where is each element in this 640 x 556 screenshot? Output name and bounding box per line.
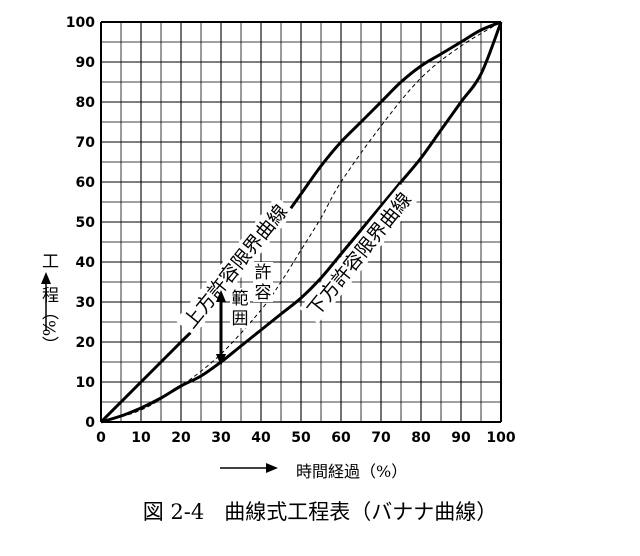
arrowhead [266, 463, 278, 473]
tolerance-range-label-2: 範囲 [230, 288, 250, 329]
chart-tick-labels: 0 10 20 30 40 50 60 70 80 90 100 0 10 20 30 40 50 60 70 80 9… [66, 15, 516, 446]
y-tick-label: 40 [76, 255, 96, 271]
x-tick-label: 100 [486, 430, 515, 446]
tolerance-range-arrowhead-up [216, 290, 226, 302]
x-tick-label: 90 [451, 430, 471, 446]
figure-number: 図 2-4 [142, 500, 205, 524]
y-tick-label: 30 [76, 295, 96, 311]
tolerance-range-label-1: 許容 [253, 262, 273, 303]
y-tick-label: 60 [76, 175, 96, 191]
y-tick-label: 0 [85, 415, 95, 431]
x-tick-label: 10 [131, 430, 151, 446]
range-label-char: 容 [255, 283, 272, 303]
x-tick-label: 0 [96, 430, 106, 446]
range-label-char: 許 [255, 263, 272, 283]
label-background [230, 288, 250, 308]
tolerance-range-arrowhead-down [216, 354, 226, 366]
x-axis-direction-arrow [220, 463, 278, 473]
range-label-char: 囲 [232, 309, 249, 329]
lower-limit-curve [100, 21, 503, 424]
y-tick-label: 10 [76, 375, 96, 391]
curve-label-text: 下方許容限界曲線 [303, 189, 416, 321]
y-axis-direction-arrow [41, 272, 51, 330]
x-tick-label: 50 [291, 430, 311, 446]
label-background [175, 196, 295, 336]
label-background [253, 282, 273, 302]
y-tick-label: 50 [76, 215, 96, 231]
y-tick-label: 80 [76, 95, 96, 111]
y-tick-label: 20 [76, 335, 96, 351]
chart-curves [99, 20, 503, 424]
chart-grid [100, 21, 502, 423]
x-tick-label: 40 [251, 430, 271, 446]
x-axis-label: 時間経過（%） [296, 462, 408, 481]
figure-caption: 図 2-4 曲線式工程表（バナナ曲線） [0, 496, 640, 526]
x-tick-label: 20 [171, 430, 191, 446]
label-background [253, 262, 273, 282]
range-label-char: 範 [232, 289, 249, 309]
x-tick-label: 60 [331, 430, 351, 446]
label-background [230, 308, 250, 328]
y-axis-label: 工 程（%） [38, 252, 58, 354]
figure-title: 曲線式工程表（バナナ曲線） [224, 500, 498, 524]
label-background [299, 184, 419, 324]
y-tick-label: 70 [76, 135, 96, 151]
arrowhead [41, 272, 51, 284]
upper-limit-curve [99, 20, 502, 424]
y-tick-label: 90 [76, 55, 96, 71]
x-tick-label: 80 [411, 430, 431, 446]
x-tick-label: 30 [211, 430, 231, 446]
y-tick-label: 100 [66, 15, 95, 31]
x-tick-label: 70 [371, 430, 391, 446]
